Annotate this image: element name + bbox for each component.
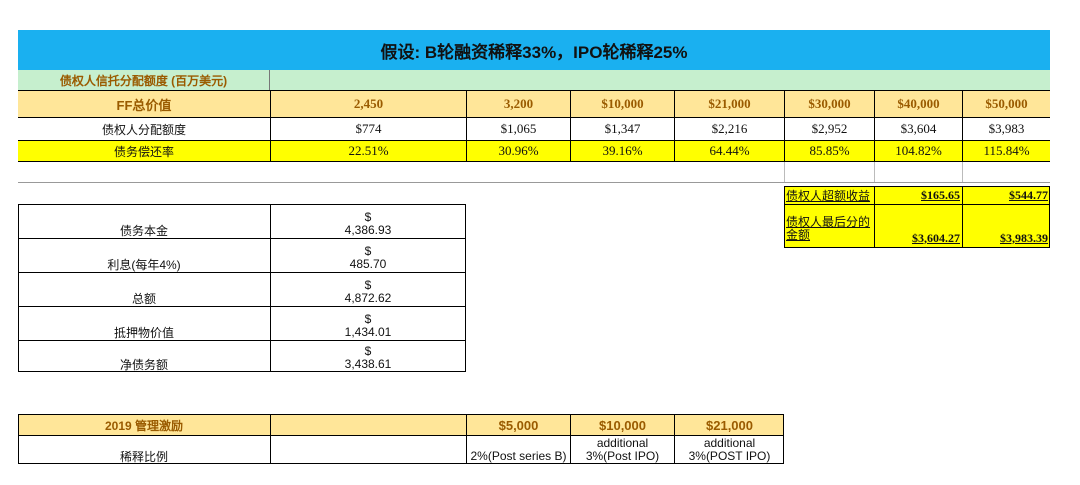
debt-row-label: 债务本金 [119,223,168,238]
debt-row-label: 利息(每年4%) [107,257,181,272]
excess-col-divider-a [874,205,875,248]
debt-row-label: 净债务额 [119,357,168,372]
excess-label-2: 债权人最后分的金额 [786,216,872,246]
ff-value-5: $30,000 [784,90,874,118]
incentive-dilution-3-line2: 3%(POST IPO) [688,449,771,463]
section-label: 债权人信托分配额度 (百万美元) [18,70,270,90]
debt-currency: $ [364,210,372,224]
repay-row-label: 债务偿还率 [18,140,270,162]
debt-amount: 1,434.01 [344,325,392,339]
incentive-dilution-1: 2%(Post series B) [466,436,570,464]
spacer-divider-a [874,162,875,182]
debt-currency: $ [364,312,372,326]
incentive-dilution-2-line2: 3%(Post IPO) [585,449,660,463]
allocation-value-5: $2,952 [784,118,874,140]
allocation-value-3: $1,347 [570,118,674,140]
debt-row-line [18,238,466,239]
ff-value-7: $50,000 [962,90,1050,118]
ff-value-4: $21,000 [674,90,784,118]
debt-amount: 4,872.62 [344,291,392,305]
incentive-dilution-2-line1: additional [596,436,649,450]
section-row-bg [18,70,1050,90]
allocation-value-7: $3,983 [962,118,1050,140]
incentive-dilution-3-line1: additional [703,436,756,450]
repay-value-4: 64.44% [674,140,784,162]
allocation-value-1: $774 [270,118,466,140]
spacer-row-right [784,162,1050,182]
page-title: 假设: B轮融资稀释33%，IPO轮稀释25% [380,42,688,62]
repay-value-3: 39.16% [570,140,674,162]
debt-table [18,204,466,372]
repay-value-2: 30.96% [466,140,570,162]
incentive-dilution-1-text: 2%(Post series B) [470,449,567,463]
repay-label-text: 债务偿还率 [113,144,174,159]
allocation-label-text: 债权人分配额度 [101,122,186,137]
excess-value-2b: $3,983.39 [1000,230,1048,245]
allocation-value-2: $1,065 [466,118,570,140]
incentive-header-bg [18,414,784,436]
excess-inner-line [784,204,1050,205]
ff-row-bg [18,90,1050,118]
incentive-label: 2019 管理激励 [104,418,184,433]
allocation-row-label: 债权人分配额度 [18,118,270,140]
ff-label-text: FF总价值 [116,97,172,113]
debt-row-value: $ 4,386.93 [270,210,466,238]
ff-value-6: $40,000 [874,90,962,118]
debt-row-3: 总额 $ 4,872.62 [18,273,466,306]
incentive-header-3: $21,000 [674,414,784,436]
incentive-row-label: 稀释比例 [119,449,168,464]
debt-row-value: $ 4,872.62 [270,278,466,306]
excess-value-1b: $544.77 [962,186,1050,204]
debt-amount: 4,386.93 [344,223,392,237]
repay-value-7: 115.84% [962,140,1050,162]
debt-row-value: $ 1,434.01 [270,312,466,340]
incentive-header-1: $5,000 [466,414,570,436]
debt-currency: $ [364,244,372,258]
excess-label-2-text: 债权人最后分的金额 [786,215,871,242]
debt-row-5: 净债务额 $ 3,438.61 [18,341,466,372]
debt-row-2: 利息(每年4%) $ 485.70 [18,239,466,272]
ff-value-1: 2,450 [270,90,466,118]
excess-box-bg [784,186,1050,248]
section-label-text: 债权人信托分配额度 (百万美元) [59,73,228,88]
debt-row-line [18,340,466,341]
ff-value-3: $10,000 [570,90,674,118]
repay-value-6: 104.82% [874,140,962,162]
incentive-dilution-2: additional 3%(Post IPO) [570,436,674,464]
separator-line [18,182,1050,183]
excess-col-divider-b [962,205,963,248]
excess-value-2a: $3,604.27 [912,230,960,245]
debt-row-4: 抵押物价值 $ 1,434.01 [18,307,466,340]
debt-row-1: 债务本金 $ 4,386.93 [18,204,466,238]
debt-row-value: $ 3,438.61 [270,344,466,372]
debt-amount: 485.70 [349,257,387,271]
excess-label-1-text: 债权人超额收益 [786,188,871,203]
debt-amount: 3,438.61 [344,357,392,371]
debt-row-line [18,272,466,273]
repay-value-5: 85.85% [784,140,874,162]
ff-row-label: FF总价值 [18,90,270,118]
debt-row-label: 总额 [131,291,156,306]
incentive-dilution-3: additional 3%(POST IPO) [674,436,784,464]
repay-row-bg [18,140,1050,162]
debt-currency: $ [364,278,372,292]
excess-value-1a: $165.65 [874,186,962,204]
debt-row-label: 抵押物价值 [113,325,174,340]
allocation-row-bg [18,118,1050,140]
incentive-blank-header [270,414,466,436]
excess-label-1: 债权人超额收益 [784,186,874,204]
repay-value-1: 22.51% [270,140,466,162]
ff-value-2: 3,200 [466,90,570,118]
incentive-row-bg [18,436,784,464]
incentive-header-2: $10,000 [570,414,674,436]
debt-currency: $ [364,344,372,358]
incentive-row-blank [270,436,466,464]
allocation-value-4: $2,216 [674,118,784,140]
debt-row-value: $ 485.70 [270,244,466,272]
debt-table-col-divider [270,204,271,372]
spacer-divider-b [962,162,963,182]
allocation-value-6: $3,604 [874,118,962,140]
title-bar: 假设: B轮融资稀释33%，IPO轮稀释25% [18,30,1050,70]
debt-row-line [18,306,466,307]
